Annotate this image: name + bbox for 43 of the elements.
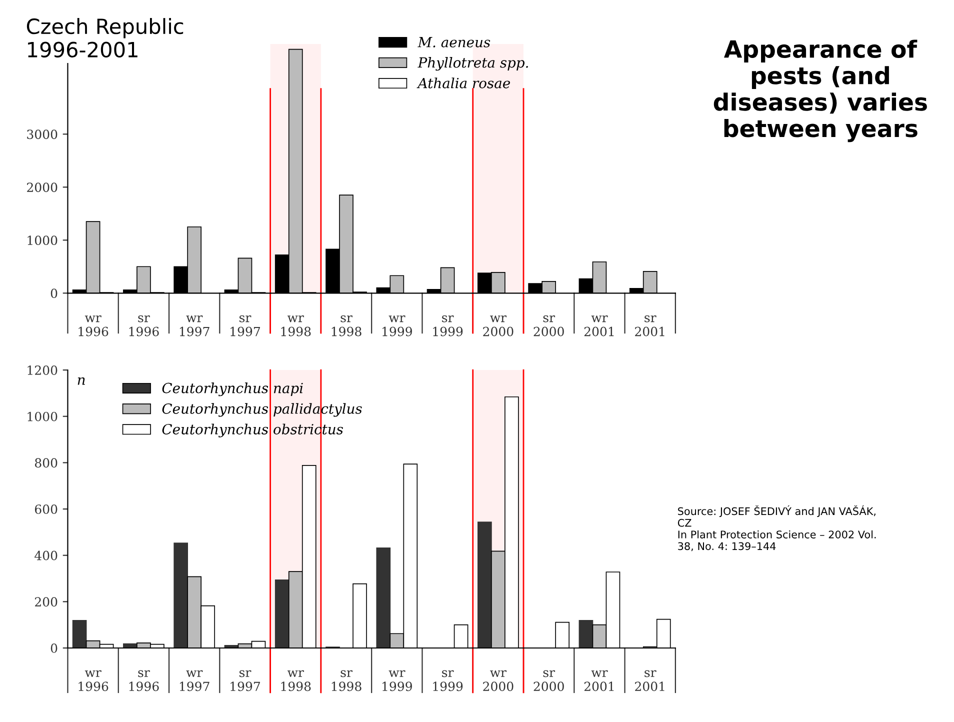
x-tick-label: sr 1997: [230, 670, 260, 692]
y-tick-label: 0: [50, 288, 58, 298]
x-tick-label: sr 2000: [534, 315, 564, 336]
x-tick-label: wr 1999: [382, 670, 412, 692]
chart-title: Czech Republic 1996-2001: [26, 18, 184, 58]
legend-label: Phyllotreta spp.: [418, 57, 528, 71]
x-tick-label: wr 1996: [78, 315, 108, 336]
source-note: Source: JOSEF ŠEDIVÝ and JAN VAŠÁK, CZ In Plant Protection Science – 2002 Vol. 38, No. 4: 139–144: [678, 505, 876, 552]
x-tick-label: sr 2000: [534, 670, 564, 692]
x-tick-label: wr 1998: [281, 315, 311, 336]
x-tick-label: sr 1996: [129, 315, 159, 336]
y-tick-label: 3000: [27, 130, 58, 140]
x-tick-label: wr 2000: [483, 315, 514, 336]
x-tick-label: sr 1997: [230, 315, 260, 336]
x-tick-label: sr 1996: [129, 670, 159, 692]
x-tick-label: sr 1999: [433, 315, 463, 336]
y-tick-label: 600: [34, 504, 58, 514]
y-tick-label: 1000: [28, 412, 58, 422]
x-tick-label: wr 2001: [584, 315, 614, 336]
x-tick-label: wr 1999: [382, 315, 412, 336]
y-tick-label: 1000: [28, 236, 58, 246]
y-tick-label: 0: [50, 643, 58, 653]
x-tick-label: wr 1996: [78, 670, 108, 692]
x-tick-label: wr 1997: [180, 670, 210, 692]
x-tick-label: wr 2000: [483, 670, 514, 692]
x-tick-label: sr 1999: [433, 670, 463, 692]
x-tick-label: wr 1997: [180, 315, 210, 336]
x-tick-label: sr 1998: [332, 315, 362, 336]
legend-label: M. aeneus: [418, 37, 490, 48]
legend-label: Ceutorhynchus napi: [162, 382, 303, 396]
y-axis-title: n: [78, 377, 85, 385]
x-tick-label: sr 1998: [332, 670, 362, 692]
text: Appearance of pests (and diseases) varies between years: [714, 40, 927, 142]
y-tick-label: 1200: [28, 365, 58, 375]
x-tick-label: sr 2001: [635, 670, 664, 692]
x-tick-label: wr 2001: [584, 670, 614, 692]
y-tick-label: 200: [35, 597, 58, 607]
legend-label: Athalia rosae: [416, 78, 510, 88]
y-tick-label: 800: [34, 458, 58, 468]
y-tick-label: 2000: [27, 182, 58, 192]
y-tick-label: 400: [34, 550, 58, 560]
x-tick-label: sr 2001: [635, 315, 664, 336]
x-tick-label: wr 1998: [281, 670, 311, 692]
